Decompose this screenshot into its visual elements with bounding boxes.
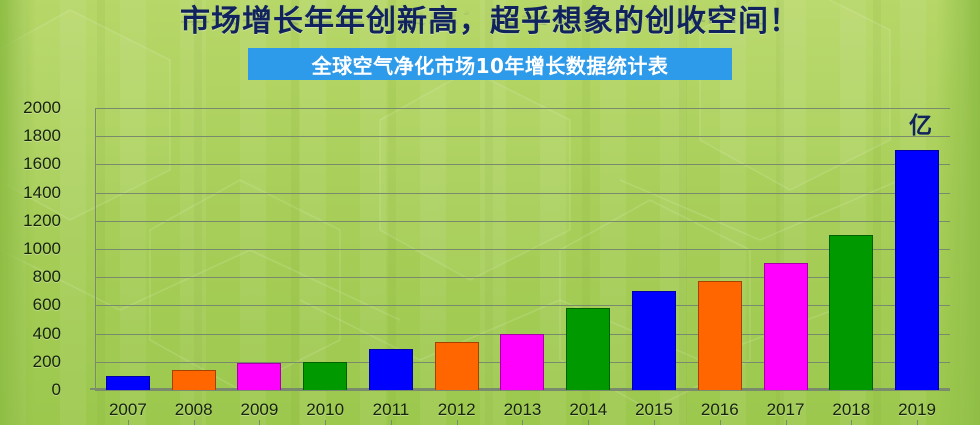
x-axis-tickmark: [456, 420, 458, 425]
bar-2014[interactable]: [566, 308, 611, 390]
gridline: [95, 277, 950, 279]
y-axis-tick-label: 400: [32, 323, 61, 343]
bar-2011[interactable]: [368, 349, 413, 390]
x-axis-tick-label: 2008: [161, 400, 227, 425]
bar-chart: 亿 2000 1800 1600 1400 1200 1000 800 600 400 200 0 …: [0, 92, 980, 425]
bar-slot: [227, 108, 293, 390]
gridline: [95, 136, 950, 138]
x-axis-tickmark: [588, 420, 590, 425]
subtitle-text: 全球空气净化市场10年增长数据统计表: [311, 53, 669, 78]
bar-2016[interactable]: [697, 280, 742, 390]
y-axis-tick-label: 800: [32, 267, 61, 287]
bar-2007[interactable]: [105, 375, 150, 390]
y-axis-tick-label: 1400: [23, 182, 61, 202]
bar-2013[interactable]: [500, 333, 545, 390]
y-axis-tick-label: 1600: [23, 154, 61, 174]
bar-2008[interactable]: [171, 370, 216, 390]
bar-slot: [884, 108, 950, 390]
bar-slot: [161, 108, 227, 390]
x-axis-tickmark: [127, 420, 129, 425]
x-axis-tick-label: 2012: [424, 400, 490, 425]
x-axis-tickmark: [259, 420, 261, 425]
x-axis-tickmark: [522, 420, 524, 425]
bar-2015[interactable]: [632, 291, 676, 390]
gridline: [95, 390, 950, 391]
gridline: [95, 108, 950, 109]
right-edge-shade: [936, 0, 980, 425]
subtitle-banner: 全球空气净化市场10年增长数据统计表: [248, 48, 732, 80]
bar-2019[interactable]: [895, 150, 940, 390]
x-axis-tick-label: 2009: [227, 400, 293, 425]
bar-slot: [292, 108, 358, 390]
x-axis-tickmark: [851, 420, 853, 425]
bar-slot: [621, 108, 687, 390]
page-title: 市场增长年年创新高，超乎想象的创收空间！: [180, 4, 800, 39]
bar-slot: [555, 108, 621, 390]
x-axis-tick-label: 2007: [95, 400, 161, 425]
poster-header: 市场增长年年创新高，超乎想象的创收空间！ 市场增长年年创新高，超乎想象的创收空间…: [0, 0, 980, 92]
x-axis-tick-label: 2016: [687, 400, 753, 425]
x-axis-tickmark: [785, 420, 787, 425]
x-axis-tick-label: 2014: [555, 400, 621, 425]
bar-slot: [753, 108, 819, 390]
x-axis-tickmark: [719, 420, 721, 425]
plot-area: 2000 1800 1600 1400 1200 1000 800 600 400 200 0: [23, 98, 950, 399]
bar-slot: [358, 108, 424, 390]
bar-2017[interactable]: [763, 263, 808, 390]
x-axis-ticks: 2007 2008 2009 2010 2011 2012 2013 2014 2015 2016…: [95, 400, 950, 425]
y-axis-tick-label: 1800: [23, 126, 61, 146]
y-axis-tick-label: 2000: [23, 98, 61, 117]
x-axis-tick-label: 2011: [358, 400, 424, 425]
bar-slot: [95, 108, 161, 390]
x-axis-tick-label: 2013: [490, 400, 556, 425]
x-axis-tick-label: 2015: [621, 400, 687, 425]
y-axis-tick-label: 600: [32, 295, 61, 315]
x-axis-tickmark: [193, 420, 195, 425]
y-axis-tick-label: 200: [32, 351, 61, 371]
x-axis-tickmark: [917, 420, 919, 425]
bars-group: [95, 108, 950, 390]
bar-slot: [424, 108, 490, 390]
bar-slot: [687, 108, 753, 390]
y-axis-tick-label: 0: [51, 380, 61, 399]
x-axis-tickmark: [325, 420, 327, 425]
gridline: [95, 249, 950, 250]
y-axis-tick-label: 1000: [23, 239, 61, 258]
y-axis-tick-label: 1200: [23, 210, 61, 230]
x-axis-tickmark: [654, 420, 655, 425]
bar-2010[interactable]: [303, 361, 348, 390]
x-axis-tick-label: 2019: [884, 400, 950, 425]
x-axis-tick-label: 2018: [818, 400, 884, 425]
x-axis-tick-label: 2010: [292, 400, 358, 425]
x-axis-tickmark: [390, 420, 392, 425]
gridline: [95, 305, 950, 307]
bar-slot: [490, 108, 556, 390]
x-axis-tick-label: 2017: [753, 400, 819, 425]
gridline: [95, 164, 950, 166]
gridline: [95, 192, 950, 194]
bar-slot: [818, 108, 884, 390]
gridline: [95, 220, 950, 222]
bar-2018[interactable]: [829, 234, 874, 390]
left-edge-shade: [0, 0, 36, 425]
unit-label: 亿: [909, 113, 932, 139]
bar-2012[interactable]: [434, 342, 479, 390]
bar-2009[interactable]: [237, 363, 282, 390]
